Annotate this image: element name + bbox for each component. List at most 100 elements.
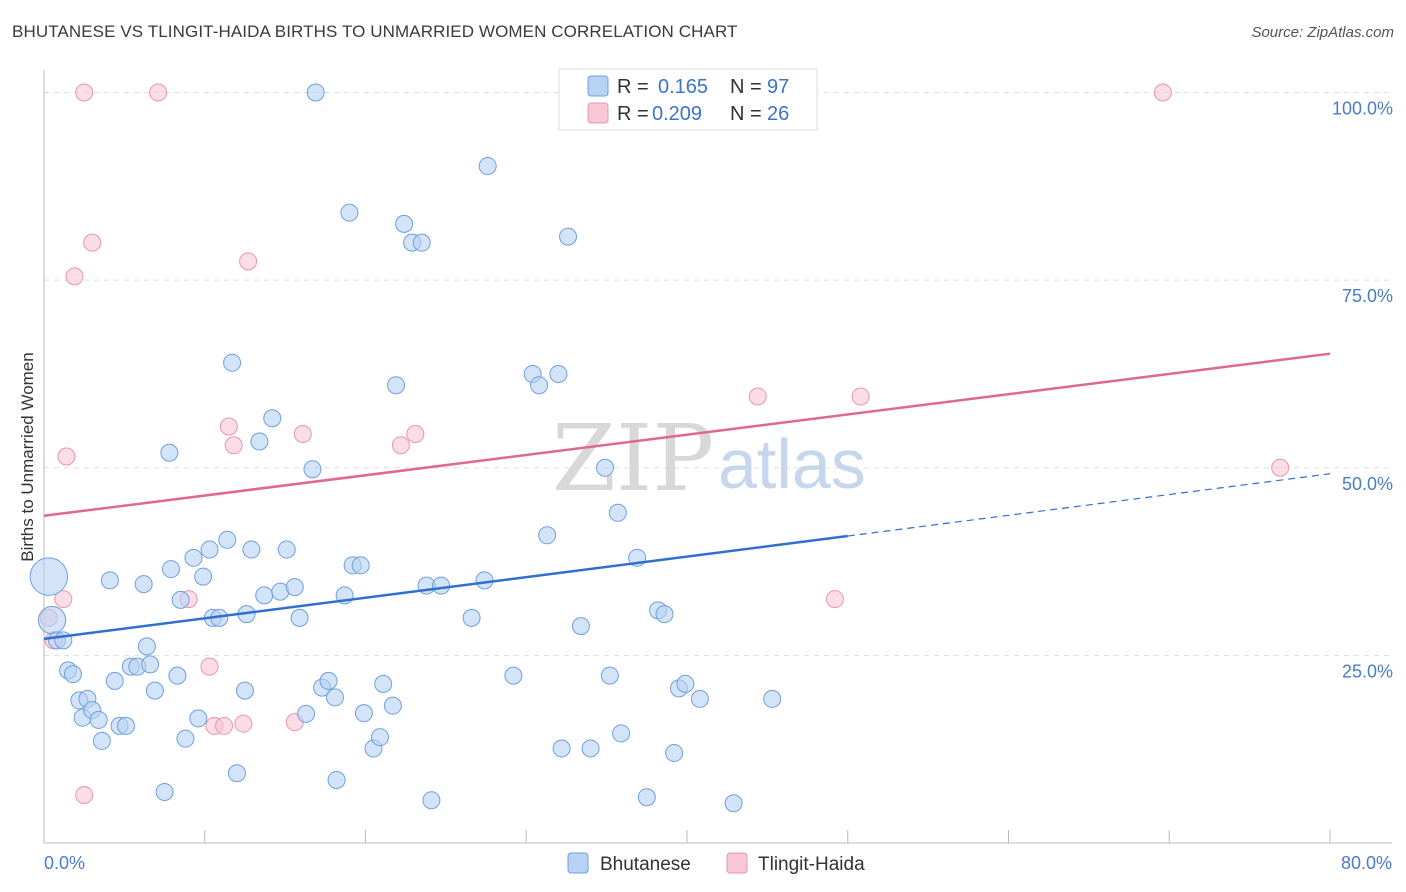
bhutanese-point-37: [235, 681, 254, 700]
y-axis-label: Births to Unmarried Women: [18, 352, 37, 561]
legend-n-value-2: 26: [767, 103, 789, 125]
bhutanese-point-64: [395, 214, 414, 233]
legend-r-value-2: 0.209: [652, 103, 702, 125]
bhutanese-point-51: [319, 671, 338, 690]
tlingit-haida-point-25: [1271, 458, 1290, 477]
bhutanese-point-49: [306, 83, 325, 102]
bhutanese-point-36: [227, 764, 246, 783]
bhutanese-point-27: [176, 729, 195, 748]
bhutanese-point-31: [200, 540, 219, 559]
y-tick-label-50: 50.0%: [1342, 474, 1393, 494]
bhutanese-point-84: [612, 724, 631, 743]
bhutanese-point-22: [155, 782, 174, 801]
x-tick-marks: [43, 830, 1331, 843]
bhutanese-point-35: [223, 353, 242, 372]
bhutanese-point-69: [432, 576, 451, 595]
bhutanese-point-89: [655, 605, 674, 624]
legend-n-label-1: N =: [730, 76, 762, 98]
bhutanese-point-62: [383, 696, 402, 715]
y-tick-labels: 25.0% 50.0% 75.0% 100.0%: [1332, 99, 1393, 682]
tlingit-haida-trend-line: [43, 352, 1331, 518]
source-credit: Source: ZipAtlas.com: [1251, 24, 1394, 41]
bhutanese-point-42: [263, 409, 282, 428]
tlingit-haida-point-16: [239, 252, 258, 271]
bhutanese-point-66: [412, 233, 431, 252]
bhutanese-point-40: [250, 432, 269, 451]
bhutanese-trend-line: [43, 534, 848, 641]
tlingit-haida-point-23: [851, 387, 870, 406]
bhutanese-point-0: [29, 557, 69, 596]
bhutanese-point-47: [297, 704, 316, 723]
bhutanese-point-34: [218, 530, 237, 549]
tlingit-haida-point-10: [200, 657, 219, 676]
bhutanese-point-80: [571, 617, 590, 636]
bhutanese-point-81: [581, 739, 600, 758]
legend-r-label-2: R =: [617, 103, 649, 125]
bhutanese-point-19: [137, 637, 156, 656]
bhutanese-point-72: [478, 157, 497, 176]
tlingit-haida-point-18: [293, 424, 312, 443]
x-tick-label-min: 0.0%: [44, 853, 85, 873]
bhutanese-trend-extension: [847, 473, 1331, 537]
watermark-zip: ZIP: [552, 405, 714, 512]
bhutanese-point-28: [184, 548, 203, 567]
bhutanese-point-83: [600, 666, 619, 685]
bottom-legend-label-tlingit-haida: Tlingit-Haida: [758, 854, 865, 875]
bhutanese-point-94: [724, 794, 743, 813]
tlingit-haida-point-4: [65, 267, 84, 286]
y-tick-label-75: 75.0%: [1342, 286, 1393, 306]
tlingit-haida-point-20: [406, 424, 425, 443]
bhutanese-point-18: [134, 575, 153, 594]
bhutanese-point-13: [105, 671, 124, 690]
bhutanese-point-58: [354, 704, 373, 723]
bhutanese-point-87: [637, 788, 656, 807]
bhutanese-point-24: [161, 560, 180, 579]
tlingit-haida-point-19: [391, 436, 410, 455]
bhutanese-point-53: [327, 770, 346, 789]
bottom-legend: Bhutanese Tlingit-Haida: [567, 852, 865, 875]
legend-swatch-bhutanese: [587, 75, 609, 97]
bhutanese-point-5: [63, 665, 82, 684]
legend-n-value-1: 97: [767, 76, 789, 98]
tlingit-haida-point-14: [224, 436, 243, 455]
grid-lines: [44, 92, 1392, 656]
bhutanese-point-93: [690, 689, 709, 708]
bhutanese-point-55: [340, 203, 359, 222]
bhutanese-point-90: [665, 743, 684, 762]
bhutanese-point-92: [676, 674, 695, 693]
bhutanese-point-61: [374, 674, 393, 693]
tlingit-haida-point-13: [219, 417, 238, 436]
legend-r-value-1: 0.165: [658, 76, 708, 98]
bottom-legend-label-bhutanese: Bhutanese: [600, 854, 691, 875]
bottom-legend-swatch-tlingit-haida: [726, 852, 748, 874]
bhutanese-point-39: [242, 540, 261, 559]
bhutanese-point-85: [608, 503, 627, 522]
chart-title: BHUTANESE VS TLINGIT-HAIDA BIRTHS TO UNM…: [12, 22, 738, 41]
bhutanese-point-78: [552, 739, 571, 758]
bhutanese-point-57: [351, 556, 370, 575]
tlingit-haida-point-2: [54, 590, 73, 609]
bhutanese-point-82: [596, 458, 615, 477]
bhutanese-point-75: [530, 376, 549, 395]
tlingit-haida-point-5: [75, 83, 94, 102]
tlingit-haida-point-15: [234, 714, 253, 733]
tlingit-haida-point-24: [1153, 83, 1172, 102]
bhutanese-point-95: [763, 689, 782, 708]
tlingit-haida-point-7: [83, 233, 102, 252]
bhutanese-point-1: [37, 606, 67, 635]
x-tick-label-max: 80.0%: [1341, 853, 1392, 873]
bhutanese-point-48: [303, 460, 322, 479]
trend-lines: [43, 352, 1331, 641]
bhutanese-point-70: [462, 608, 481, 627]
watermark: ZIP atlas: [552, 405, 866, 512]
legend-r-label-1: R =: [617, 76, 649, 98]
bhutanese-point-52: [325, 688, 344, 707]
bhutanese-point-46: [290, 608, 309, 627]
bhutanese-point-29: [189, 709, 208, 728]
legend: R = 0.165 N = 97 R = 0.209 N = 26: [558, 68, 818, 131]
bhutanese-point-63: [387, 376, 406, 395]
bhutanese-point-10: [89, 710, 108, 729]
bhutanese-point-73: [504, 666, 523, 685]
tlingit-haida-point-3: [57, 447, 76, 466]
